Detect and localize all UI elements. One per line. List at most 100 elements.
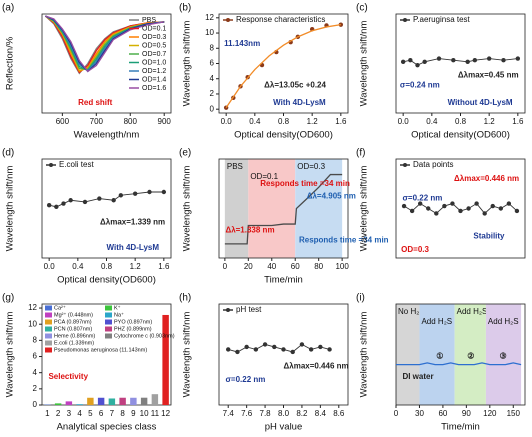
bar [108, 398, 116, 405]
data-point [132, 191, 138, 196]
legend-label: pH test [236, 305, 262, 314]
data-point [226, 347, 231, 352]
panel-label: (h) [179, 293, 191, 304]
x-tick-label: 1.2 [484, 117, 496, 126]
annotation: Responds time =34 min [299, 235, 389, 244]
data-point [327, 347, 332, 352]
x-tick-label: 12 [161, 409, 170, 418]
x-tick-label: 8.0 [278, 409, 290, 418]
legend-swatch [45, 326, 52, 332]
x-tick-label: 8.4 [315, 409, 327, 418]
data-point [118, 193, 124, 198]
region-label: Add H₂S [488, 317, 519, 326]
legend-swatch [105, 312, 112, 318]
annotation: ③ [499, 352, 506, 361]
x-axis-title: Time/min [441, 422, 480, 433]
x-tick-label: 1.6 [335, 117, 347, 126]
legend-swatch [105, 333, 112, 339]
x-tick-label: 30 [415, 409, 424, 418]
legend-marker [226, 18, 230, 22]
data-point [318, 344, 323, 350]
bar [97, 397, 105, 405]
data-point [161, 189, 167, 195]
data-point [451, 58, 456, 63]
region [485, 304, 522, 405]
legend-label: Data points [413, 160, 453, 169]
y-tick-label: 4 [210, 74, 215, 83]
x-tick-label: 4 [77, 409, 82, 418]
x-tick-label: 700 [90, 117, 104, 126]
y-tick-label: 2 [210, 89, 215, 98]
legend-label: Ca²⁺ [54, 304, 66, 311]
annotation: Red shift [78, 98, 113, 107]
annotation: With 4D-LysM [273, 98, 326, 107]
legend-label: Na⁺ [114, 311, 124, 318]
legend-marker [226, 308, 230, 312]
series-line [396, 362, 522, 366]
legend-label: PHZ (0.899nm) [114, 326, 152, 332]
data-point [466, 206, 471, 211]
y-tick-label: 0 [33, 400, 38, 409]
legend-swatch [105, 305, 112, 311]
annotation: Stability [473, 231, 505, 240]
bar [119, 397, 126, 405]
legend-marker [403, 163, 407, 167]
data-point [436, 56, 442, 61]
legend-label: OD=1.6 [142, 85, 166, 92]
x-axis-title: Analytical species class [57, 422, 157, 433]
annotation: Δλmax=0.446 nm [454, 174, 519, 183]
region-label: OD=0.1 [250, 172, 278, 181]
y-axis-title: Wavelength shift/nm [182, 166, 193, 252]
legend-marker [49, 163, 53, 167]
annotation: ② [467, 352, 474, 361]
data-point [61, 201, 66, 206]
x-tick-label: 0 [394, 409, 399, 418]
data-point [472, 58, 478, 63]
x-tick-label: 3 [67, 409, 72, 418]
x-tick-label: 2 [56, 409, 61, 418]
annotation: σ=0.22 nm [402, 194, 442, 203]
x-tick-label: 8.2 [296, 409, 308, 418]
y-tick-label: 6 [210, 59, 215, 68]
bar [65, 401, 73, 405]
y-tick-label: 12 [28, 303, 37, 312]
annotation: Δλ=13.05c +0.24 [264, 80, 326, 89]
x-tick-label: 900 [158, 117, 172, 126]
y-tick-label: 4 [33, 368, 38, 377]
legend-swatch [45, 312, 52, 318]
annotation: Δλmax=0.446 nm [284, 362, 349, 371]
legend-label: Heme (0.896nm) [54, 333, 95, 339]
panel-label: (e) [179, 148, 191, 159]
data-point [97, 196, 102, 201]
data-point [408, 58, 413, 63]
plot-frame [218, 158, 349, 259]
y-tick-label: 2 [33, 384, 38, 393]
data-point [506, 201, 512, 206]
x-tick-label: 100 [335, 262, 349, 271]
legend-label: P.aeruginsa test [413, 15, 471, 24]
panel-label: (d) [2, 148, 14, 159]
data-point [458, 208, 463, 214]
plot-frame [41, 303, 172, 406]
region-label: Add H₂S [421, 317, 452, 326]
x-axis-title: Time/min [264, 275, 303, 286]
data-point [46, 203, 52, 208]
x-tick-label: 1.2 [307, 117, 319, 126]
data-point [426, 206, 431, 211]
x-axis-title: Wavelength/nm [74, 130, 140, 141]
annotation: Δλ=1.338 nm [225, 225, 274, 234]
x-tick-label: 11 [151, 409, 160, 418]
legend-label: PYO (0.897nm) [114, 319, 152, 325]
region [396, 304, 420, 405]
annotation: Δλ=4.905 nm [307, 192, 356, 201]
x-tick-label: 0.4 [72, 262, 84, 271]
data-point [235, 349, 240, 355]
region [248, 159, 296, 258]
x-axis-title: Optical density(OD600) [57, 275, 156, 286]
y-tick-label: 8 [33, 335, 38, 344]
region [295, 159, 343, 258]
x-axis-title: Optical density(OD600) [411, 130, 510, 141]
x-tick-label: 60 [438, 409, 447, 418]
panel-label: (f) [356, 148, 365, 159]
legend-label: K⁺ [114, 304, 121, 311]
